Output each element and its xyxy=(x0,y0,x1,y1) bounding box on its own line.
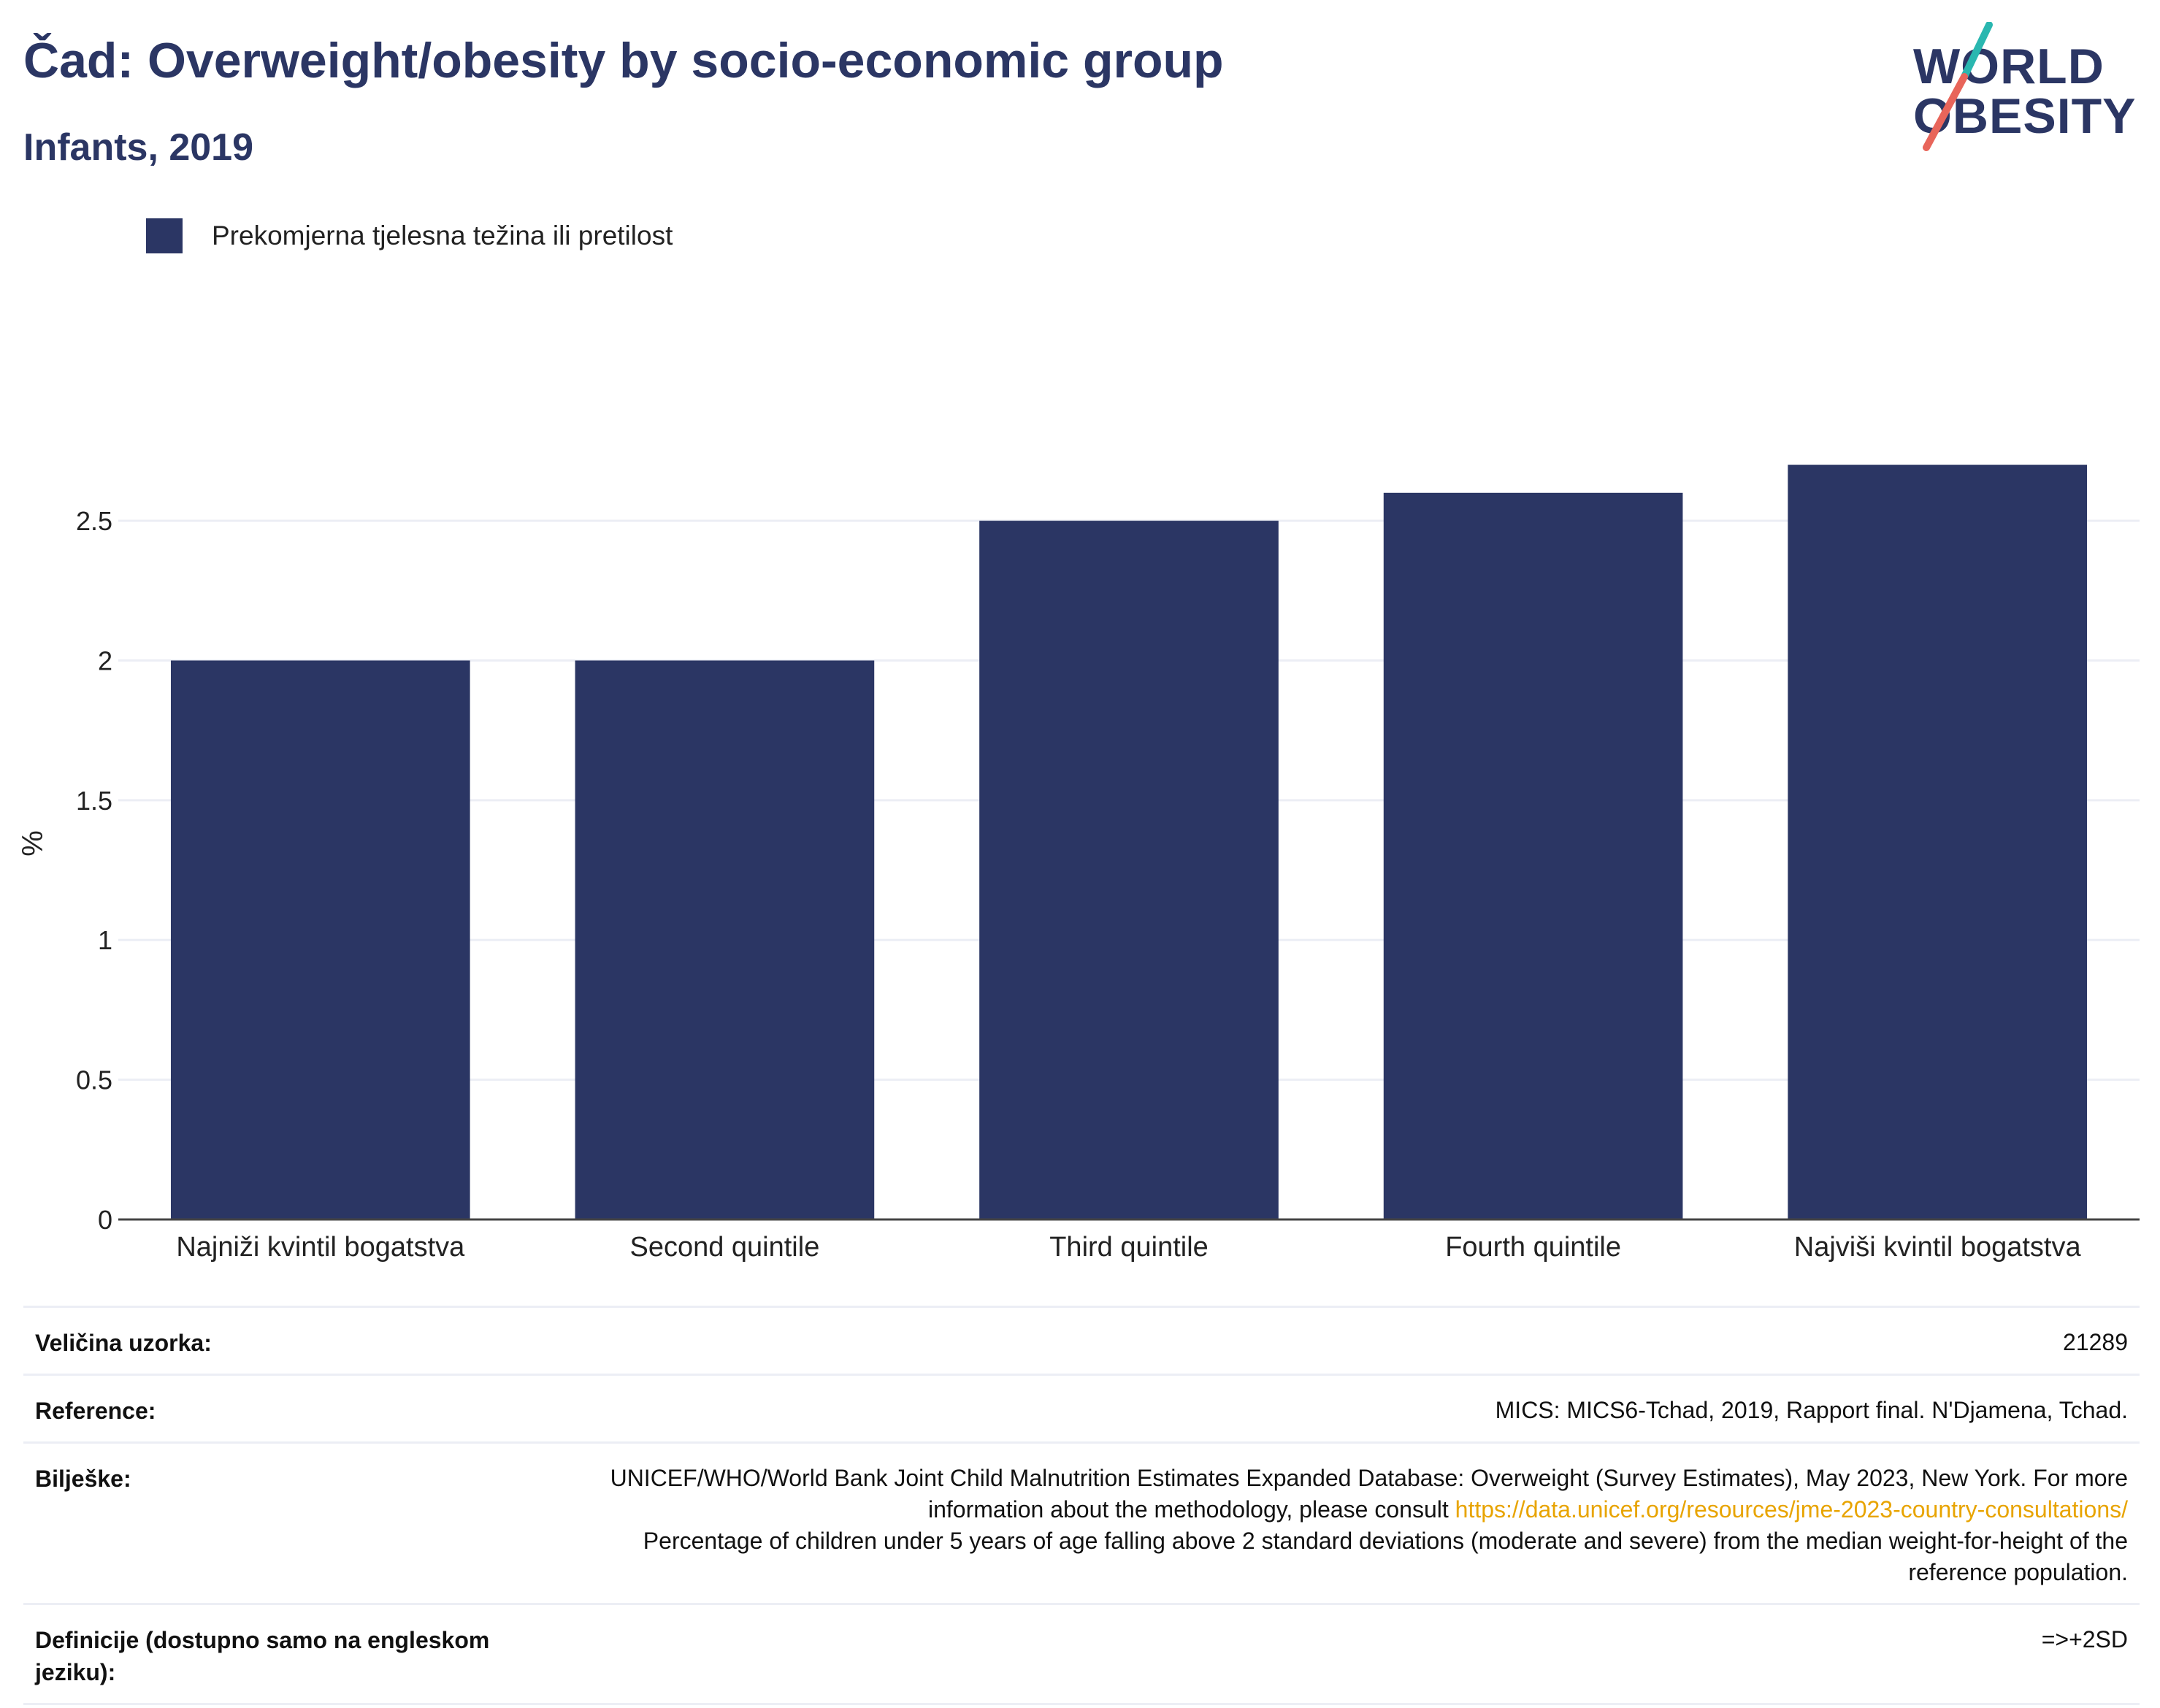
legend-label: Prekomjerna tjelesna težina ili pretilos… xyxy=(212,221,673,250)
logo-text-line1: WORLD xyxy=(1913,39,2105,94)
info-row-definitions: Definicije (dostupno samo na engleskom j… xyxy=(23,1603,2140,1705)
y-tick-label: 2.5 xyxy=(76,506,112,536)
sample-size-label: Veličina uzorka: xyxy=(35,1330,212,1356)
notes-value: UNICEF/WHO/World Bank Joint Child Malnut… xyxy=(594,1463,2128,1588)
logo-slash-icon xyxy=(1923,22,1993,151)
bar xyxy=(1383,492,1683,1219)
y-tick-label: 1.5 xyxy=(76,786,112,816)
bar xyxy=(979,521,1279,1219)
y-tick-label: 0.5 xyxy=(76,1065,112,1095)
x-tick-label: Second quintile xyxy=(629,1232,819,1263)
info-row-sample-size: Veličina uzorka: 21289 xyxy=(23,1306,2140,1374)
world-obesity-logo: WORLD OBESITY xyxy=(1899,22,2147,153)
notes-text-1: UNICEF/WHO/World Bank Joint Child Malnut… xyxy=(610,1465,2128,1523)
notes-link[interactable]: https://data.unicef.org/resources/jme-20… xyxy=(1455,1496,2128,1523)
y-tick-label: 0 xyxy=(98,1205,112,1235)
x-tick-label: Third quintile xyxy=(1049,1232,1209,1263)
notes-text-2: Percentage of children under 5 years of … xyxy=(643,1528,2128,1585)
x-tick-label: Najviši kvintil bogatstva xyxy=(1794,1232,2082,1263)
bar-chart: 0 0.5 1 1.5 2 2.5 Najniži kvintil bogatstva Sec… xyxy=(17,464,2140,1263)
chart-subtitle: Infants, 2019 xyxy=(23,126,254,169)
y-tick-label: 2 xyxy=(98,646,112,675)
bar xyxy=(575,660,875,1219)
info-table: Veličina uzorka: 21289 Reference: MICS: … xyxy=(23,1306,2140,1705)
legend: Prekomjerna tjelesna težina ili pretilos… xyxy=(146,218,673,254)
definitions-value: =>+2SD xyxy=(2041,1626,2128,1653)
y-tick-label: 1 xyxy=(98,925,112,955)
x-tick-label: Najniži kvintil bogatstva xyxy=(176,1232,465,1263)
chart-title: Čad: Overweight/obesity by socio-economi… xyxy=(23,33,1224,88)
info-row-notes: Bilješke: UNICEF/WHO/World Bank Joint Ch… xyxy=(23,1441,2140,1603)
reference-value: MICS: MICS6-Tchad, 2019, Rapport final. … xyxy=(1495,1397,2128,1423)
bar xyxy=(1788,464,2088,1219)
y-axis-label: % xyxy=(17,830,49,857)
sample-size-value: 21289 xyxy=(2063,1329,2128,1355)
reference-label: Reference: xyxy=(35,1398,156,1424)
notes-label: Bilješke: xyxy=(35,1466,131,1492)
legend-swatch xyxy=(146,218,183,253)
definitions-label: Definicije (dostupno samo na engleskom j… xyxy=(35,1627,490,1685)
bar xyxy=(170,660,470,1219)
info-row-reference: Reference: MICS: MICS6-Tchad, 2019, Rapp… xyxy=(23,1374,2140,1441)
x-tick-label: Fourth quintile xyxy=(1445,1232,1621,1263)
